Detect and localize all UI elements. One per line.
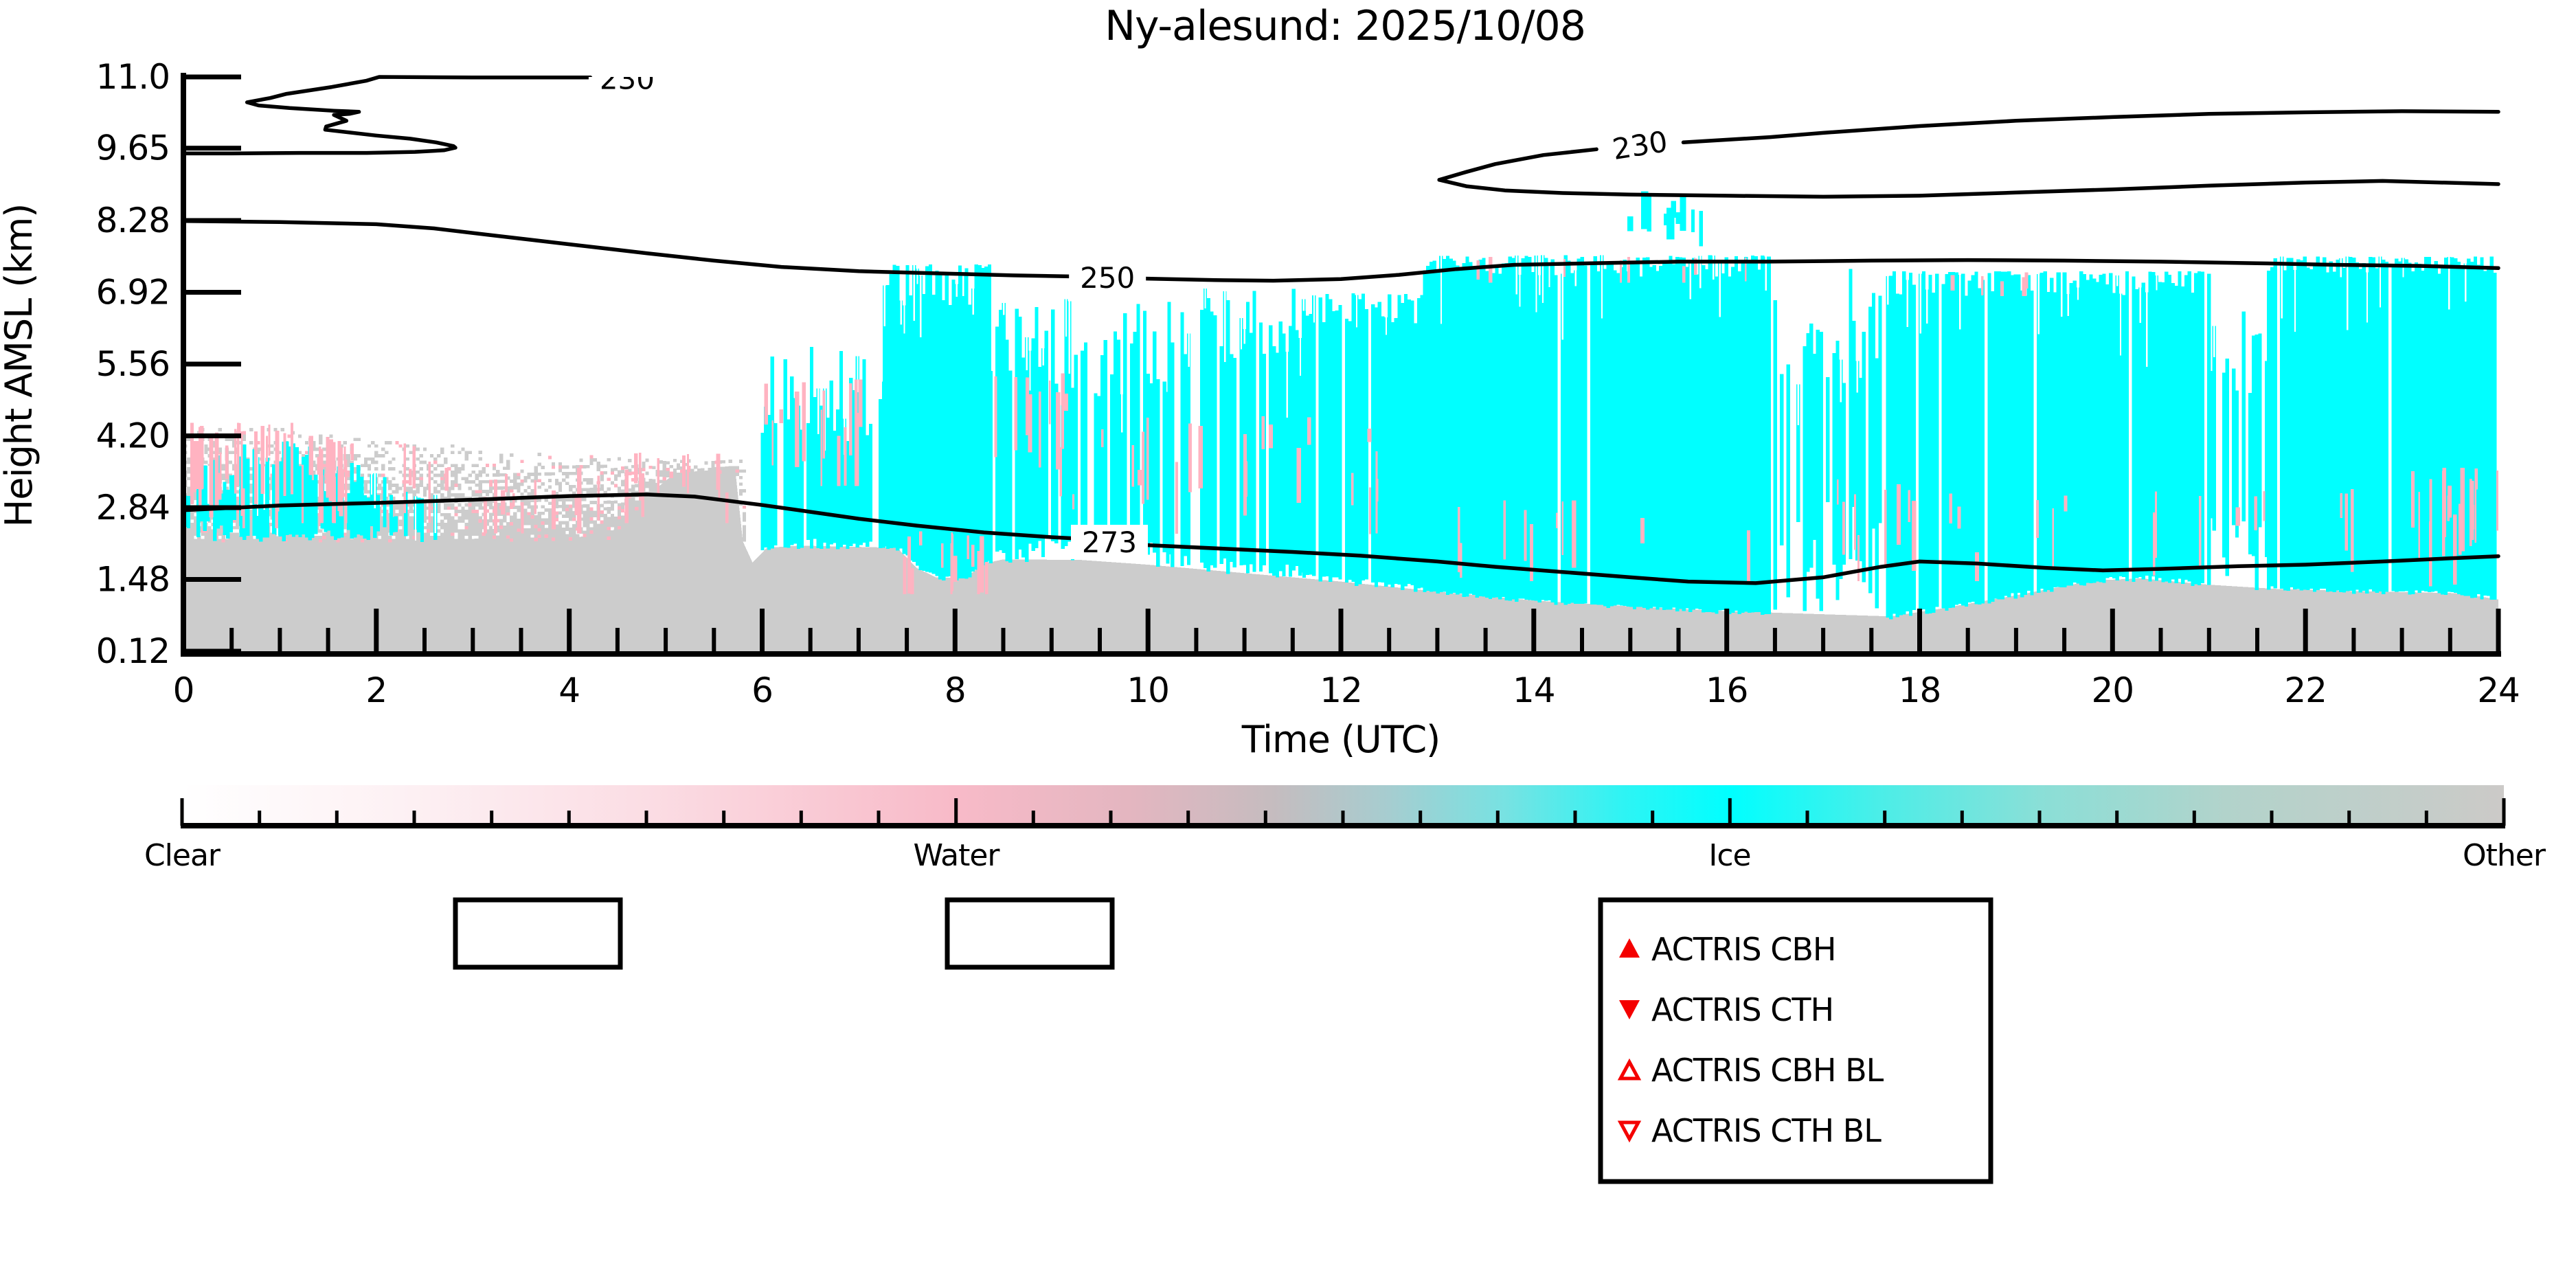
triangle-up-open-icon [1617,1058,1642,1081]
plot-title: Ny-alesund: 2025/10/08 [1105,2,1585,50]
x-tick-label: 20 [2091,670,2134,710]
legend-item-label: ACTRIS CBH BL [1651,1052,1884,1089]
colorbar-label-ice: Ice [1708,838,1750,873]
empty-legend-box-1 [453,897,623,970]
x-tick-label: 16 [1706,670,1748,710]
legend-item-label: ACTRIS CBH [1651,931,1836,968]
x-tick-label: 2 [365,670,387,710]
y-tick-label: 8.28 [96,201,170,240]
colorbar-label-water: Water [913,838,1000,873]
y-tick-label: 11.0 [96,57,170,97]
temperature-contours: 230 230 250 273 [181,62,2500,585]
contour-label-230: 230 [1610,124,1670,166]
triangle-down-filled-icon [1619,1000,1640,1019]
x-tick-label: 0 [173,670,194,710]
colorbar: Clear Water Ice Other [144,785,2547,873]
legend: ACTRIS CBH ACTRIS CTH ACTRIS CBH BL ACTR… [1598,897,1993,1184]
colorbar-label-clear: Clear [144,838,221,873]
colorbar-ticks [180,798,2506,826]
x-tick-label: 24 [2477,670,2520,710]
legend-box [1598,897,1993,1184]
x-tick-label: 14 [1513,670,1555,710]
x-axis-label: Time (UTC) [1241,718,1440,761]
legend-item-label: ACTRIS CTH [1651,991,1833,1028]
x-tick-label: 12 [1320,670,1362,710]
contour-label-250: 250 [1080,261,1135,295]
triangle-down-open-icon [1617,1120,1642,1143]
legend-item-label: ACTRIS CTH BL [1651,1112,1882,1149]
y-tick-label: 0.12 [96,631,170,671]
y-axis-label: Height AMSL (km) [0,204,41,528]
x-tick-label: 4 [558,670,580,710]
empty-legend-box-2 [945,897,1115,970]
legend-item: ACTRIS CBH BL [1617,1052,1885,1089]
y-tick-label: 9.65 [96,128,170,168]
colorbar-label-other: Other [2463,838,2546,873]
y-tick-label: 6.92 [96,273,170,313]
contour-label-230: 230 [600,62,655,95]
y-tick-label: 5.56 [96,344,170,384]
classification-field [183,191,2498,655]
legend-item: ACTRIS CBH [1619,931,1837,968]
triangle-up-filled-icon [1619,938,1640,958]
axes: 11.09.658.286.925.564.202.841.480.120 2 4 6… [96,57,2520,710]
y-tick-label: 4.20 [96,416,170,456]
legend-item: ACTRIS CTH BL [1617,1112,1882,1149]
legend-item: ACTRIS CTH [1619,991,1834,1028]
x-tick-label: 6 [752,670,773,710]
contour-label-273: 273 [1082,526,1137,559]
x-tick-label: 18 [1899,670,1941,710]
x-tick-label: 22 [2284,670,2327,710]
x-tick-label: 8 [945,670,966,710]
x-tick-label: 10 [1127,670,1169,710]
y-tick-label: 2.84 [96,488,170,528]
y-tick-label: 1.48 [96,560,170,600]
